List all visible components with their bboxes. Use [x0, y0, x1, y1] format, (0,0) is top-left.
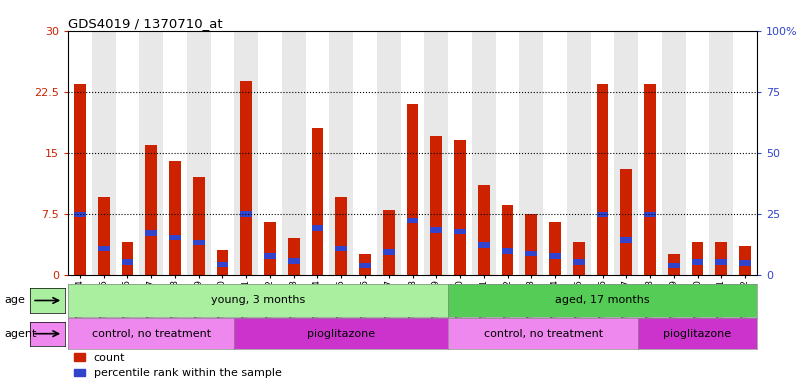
Bar — [710, 31, 733, 275]
Bar — [312, 128, 324, 275]
Bar — [668, 254, 680, 275]
Bar — [216, 250, 228, 275]
Bar — [98, 197, 110, 275]
Bar — [525, 214, 537, 275]
Bar — [668, 263, 680, 268]
Bar — [98, 246, 110, 252]
Bar — [430, 227, 442, 233]
Text: control, no treatment: control, no treatment — [484, 329, 602, 339]
Text: agent: agent — [4, 329, 36, 339]
Bar — [644, 84, 656, 275]
Bar — [68, 31, 92, 275]
Bar — [139, 31, 163, 275]
Bar — [715, 259, 727, 265]
Bar — [590, 31, 614, 275]
Bar — [430, 136, 442, 275]
Bar — [425, 31, 448, 275]
Text: pioglitazone: pioglitazone — [308, 329, 376, 339]
Bar — [715, 242, 727, 275]
Bar — [383, 210, 395, 275]
Bar — [235, 31, 258, 275]
Bar — [638, 31, 662, 275]
Bar — [288, 238, 300, 275]
Bar — [187, 31, 211, 275]
Bar — [614, 31, 638, 275]
Bar — [74, 84, 86, 275]
Bar — [336, 246, 347, 252]
Bar — [662, 31, 686, 275]
Bar — [258, 31, 282, 275]
Bar — [264, 222, 276, 275]
Bar — [620, 237, 632, 243]
Bar — [282, 31, 306, 275]
Bar — [644, 212, 656, 217]
Bar — [240, 211, 252, 217]
Bar — [733, 31, 757, 275]
Bar — [519, 31, 543, 275]
Bar — [115, 31, 139, 275]
Bar — [478, 242, 489, 248]
Bar — [496, 31, 519, 275]
Bar — [400, 31, 425, 275]
Text: GDS4019 / 1370710_at: GDS4019 / 1370710_at — [68, 17, 223, 30]
Bar — [407, 218, 418, 223]
Bar — [306, 31, 329, 275]
Bar — [211, 31, 235, 275]
Bar — [407, 104, 418, 275]
Bar — [501, 248, 513, 254]
Bar — [549, 253, 561, 259]
Bar — [312, 225, 324, 231]
Bar — [573, 259, 585, 265]
Bar — [686, 31, 710, 275]
Bar — [597, 212, 609, 217]
Bar — [122, 259, 134, 265]
Bar — [74, 212, 86, 217]
Bar — [92, 31, 115, 275]
Bar — [501, 205, 513, 275]
Bar — [216, 262, 228, 267]
Bar — [359, 254, 371, 275]
Bar — [691, 259, 703, 265]
Bar — [739, 260, 751, 266]
Text: young, 3 months: young, 3 months — [211, 295, 305, 306]
Bar — [383, 249, 395, 255]
Bar — [478, 185, 489, 275]
Text: aged, 17 months: aged, 17 months — [555, 295, 650, 306]
Bar — [472, 31, 496, 275]
Bar — [336, 197, 347, 275]
Bar — [543, 31, 567, 275]
Bar — [193, 177, 205, 275]
Bar — [145, 144, 157, 275]
Bar — [145, 230, 157, 235]
Bar — [454, 141, 466, 275]
Text: pioglitazone: pioglitazone — [663, 329, 731, 339]
Bar — [454, 228, 466, 234]
Bar — [448, 31, 472, 275]
Bar — [573, 242, 585, 275]
Bar — [240, 81, 252, 275]
Bar — [359, 263, 371, 268]
Bar — [377, 31, 400, 275]
Bar — [288, 258, 300, 263]
Bar — [525, 251, 537, 256]
Bar — [193, 240, 205, 245]
Bar — [169, 235, 181, 240]
Bar — [691, 242, 703, 275]
Text: control, no treatment: control, no treatment — [91, 329, 211, 339]
Bar — [567, 31, 590, 275]
Bar — [739, 246, 751, 275]
Bar — [163, 31, 187, 275]
Bar — [620, 169, 632, 275]
Text: age: age — [4, 295, 25, 306]
Bar — [353, 31, 377, 275]
Bar — [549, 222, 561, 275]
Bar — [329, 31, 353, 275]
Bar — [264, 253, 276, 259]
Bar — [122, 242, 134, 275]
Legend: count, percentile rank within the sample: count, percentile rank within the sample — [74, 353, 281, 379]
Bar — [597, 84, 609, 275]
Bar — [169, 161, 181, 275]
